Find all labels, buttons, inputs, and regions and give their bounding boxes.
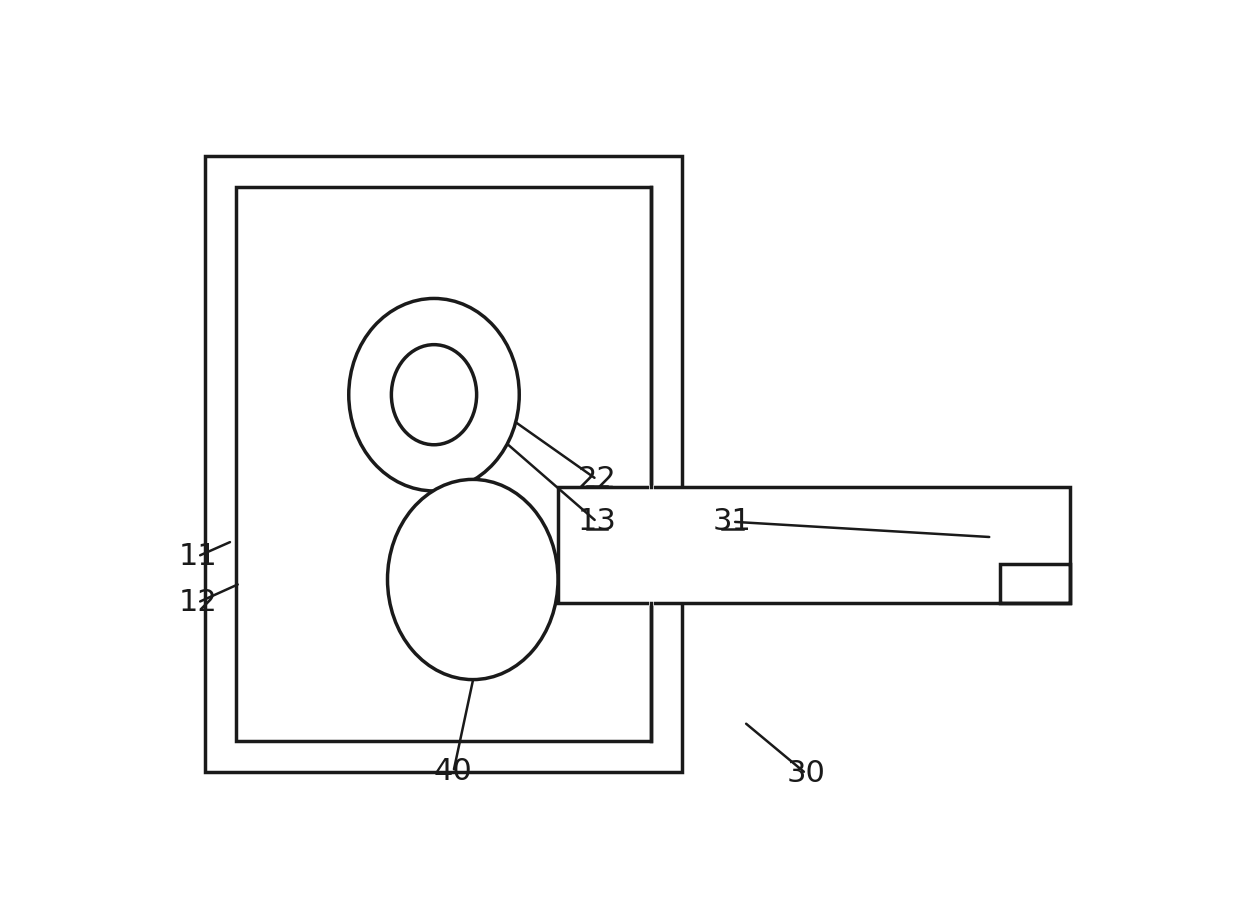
Text: 40: 40: [434, 758, 472, 787]
Ellipse shape: [387, 479, 558, 680]
Text: 12: 12: [179, 588, 217, 617]
Text: 11: 11: [179, 542, 217, 571]
Text: 13: 13: [578, 507, 616, 536]
Text: 31: 31: [713, 507, 751, 536]
Polygon shape: [558, 487, 1069, 603]
Bar: [206, 156, 682, 772]
Text: 22: 22: [578, 465, 616, 494]
Bar: [237, 187, 651, 741]
Ellipse shape: [348, 298, 520, 491]
Text: 30: 30: [786, 759, 826, 788]
Ellipse shape: [392, 345, 476, 445]
